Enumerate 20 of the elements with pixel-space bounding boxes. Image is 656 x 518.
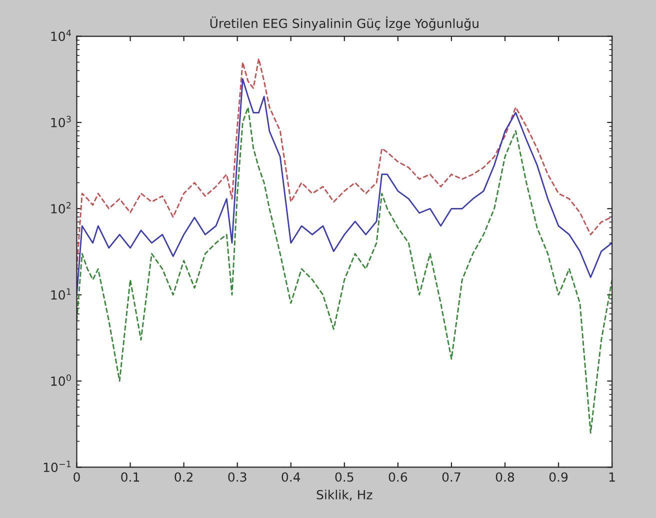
x-tick-label: 0.6 [388,472,408,482]
y-tick-label: 10$^{−1}$ [44,460,71,472]
x-tick-label: 0.8 [496,472,514,482]
x-tick-label: 0.1 [121,472,140,482]
x-tick-label: 0.9 [549,472,568,482]
x-tick-label: 0.7 [442,472,460,482]
x-tick-label: 0.2 [174,472,192,482]
y-tick-label: 10$^{3}$ [51,116,71,128]
x-tick-label: 1 [609,472,615,482]
y-tick-label: 10$^{2}$ [51,202,71,214]
x-tick-label: 0.4 [282,472,300,482]
y-tick-label: 10$^{1}$ [51,288,71,300]
y-tick-label: 10$^{4}$ [51,30,71,42]
y-tick-label: 10$^{0}$ [51,374,71,386]
x-axis-title: Siklik, Hz [316,490,372,501]
x-tick-label: 0.3 [228,472,246,482]
line-series [76,106,612,434]
x-tick-label: 0 [74,472,80,482]
chart-title: Üretilen EEG Sinyalinin Güç İzge Yoğunluğu [210,16,478,31]
x-tick-label: 0.5 [335,472,354,482]
